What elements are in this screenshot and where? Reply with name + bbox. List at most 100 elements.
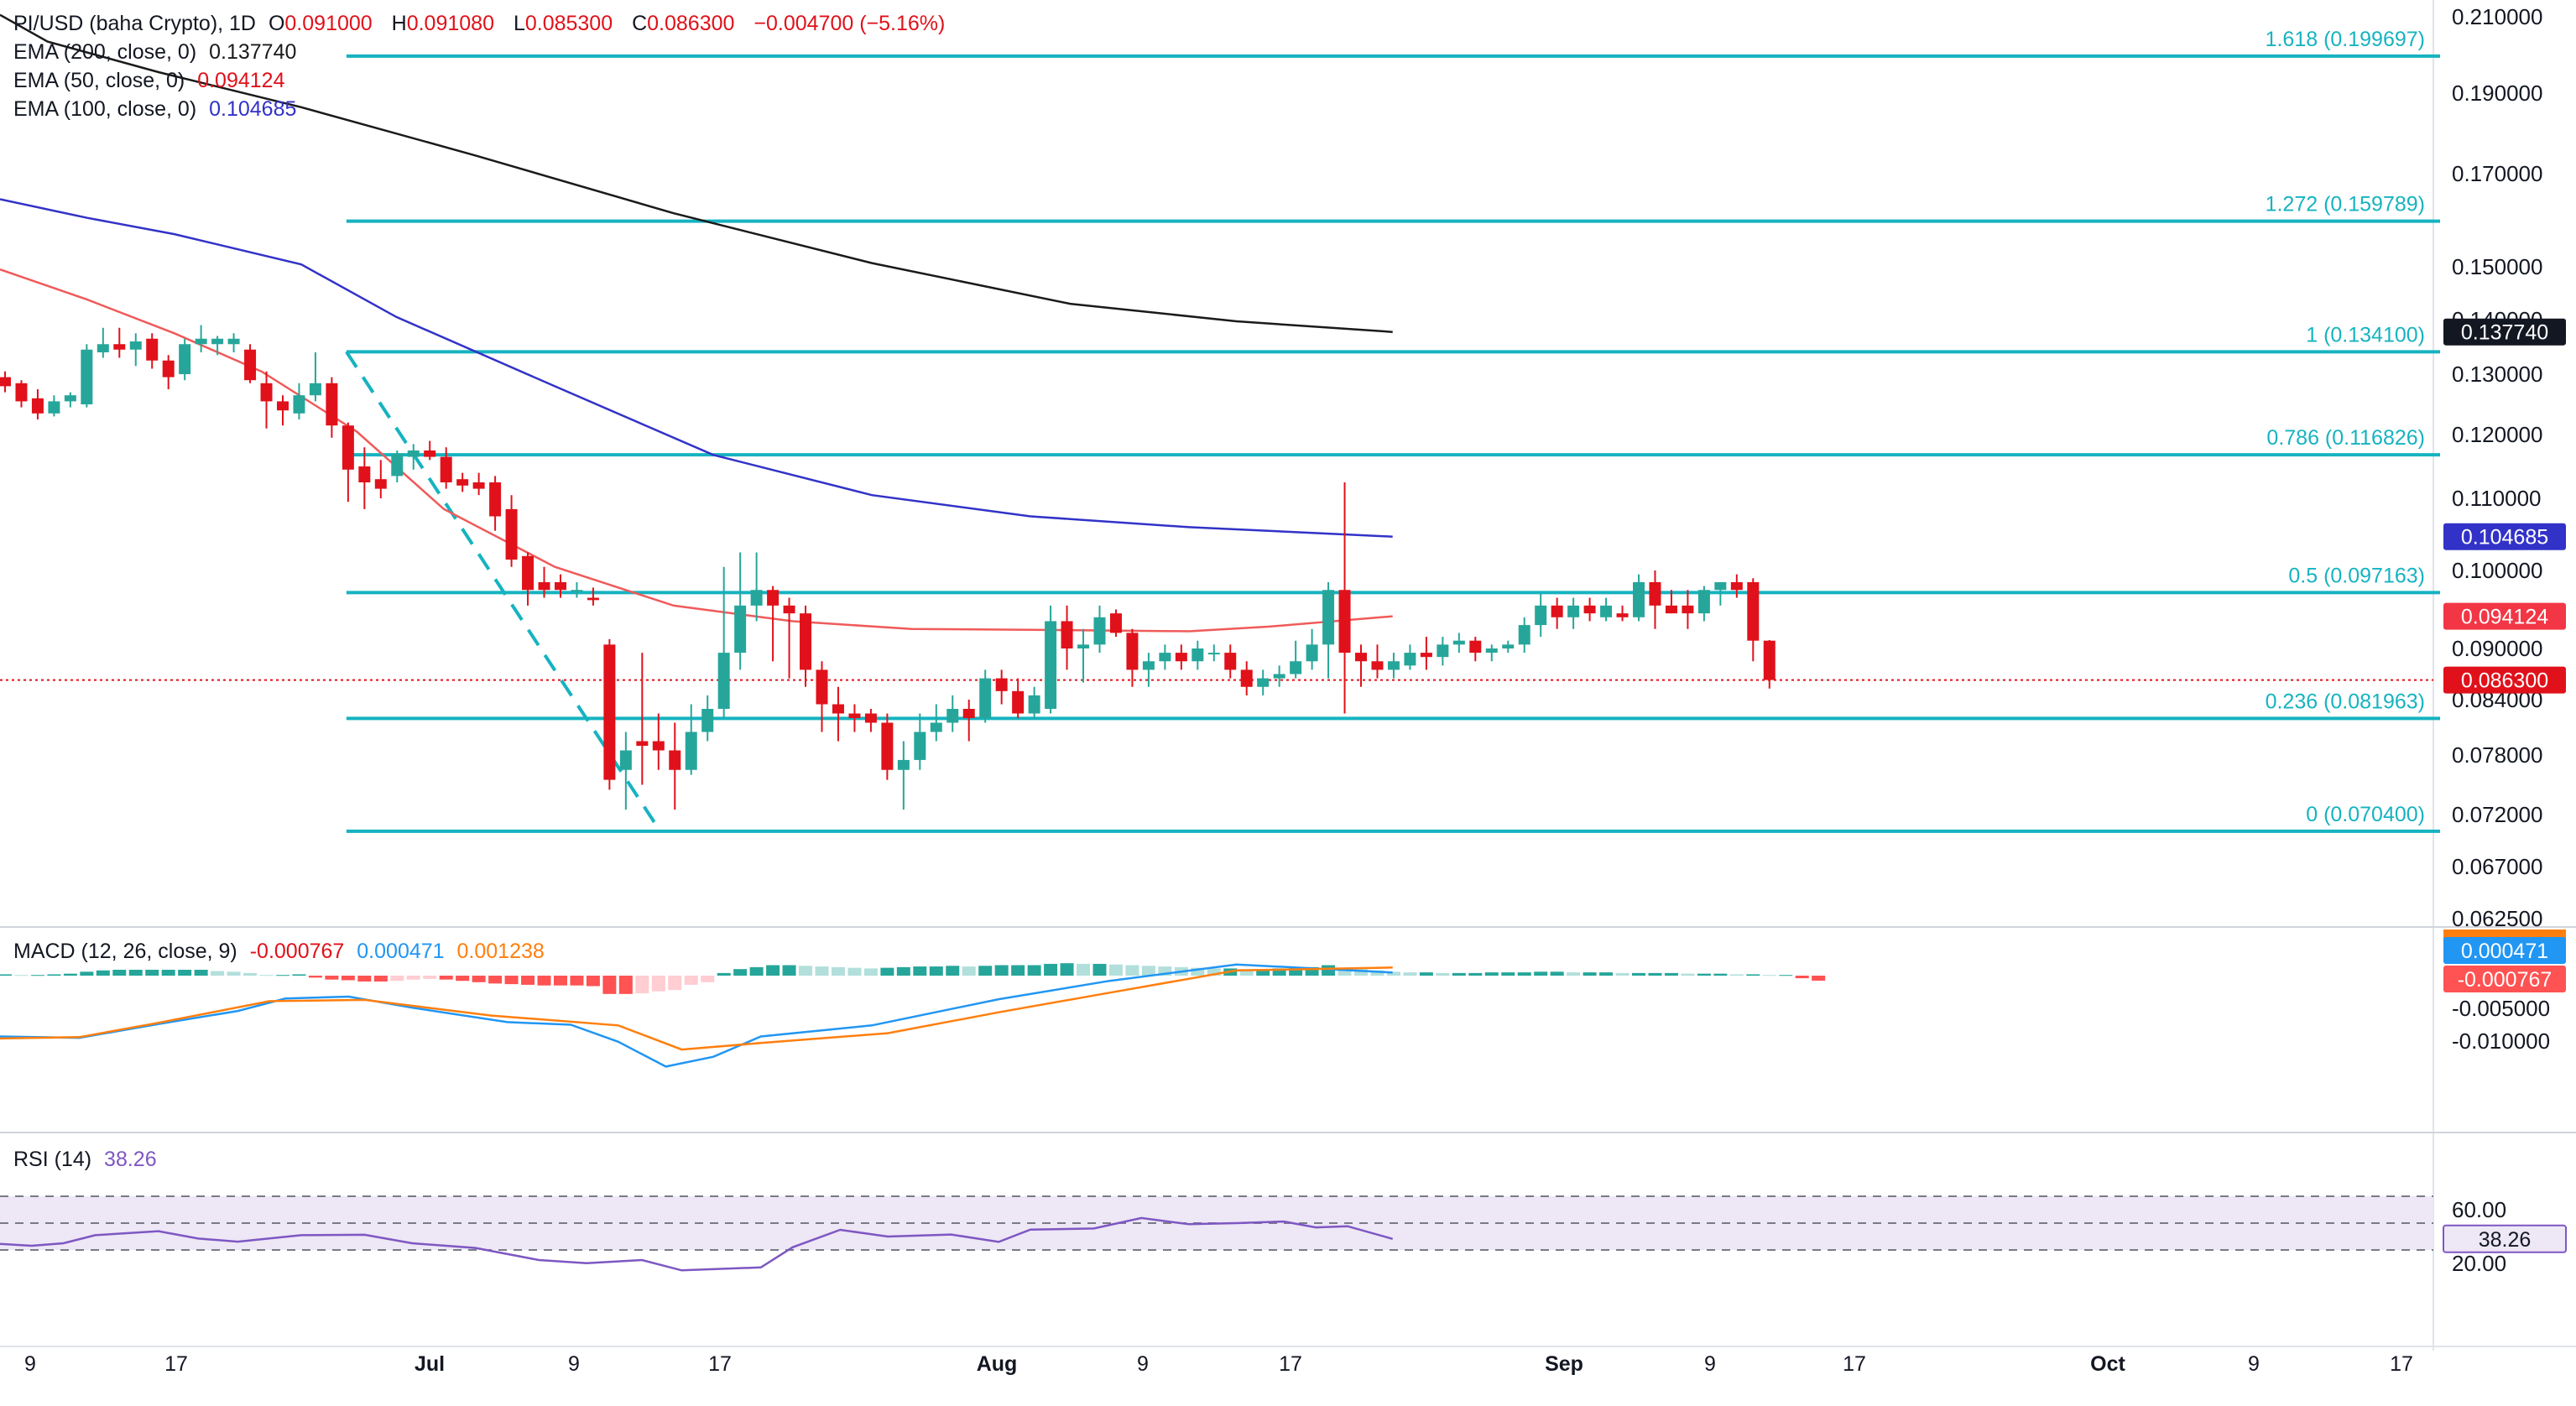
time-tick-label: Jul bbox=[415, 1352, 445, 1376]
macd-histogram-bar bbox=[684, 976, 698, 985]
candle-body bbox=[1012, 690, 1025, 714]
macd-histogram-bar bbox=[1664, 972, 1678, 976]
candle-body bbox=[1142, 661, 1155, 670]
rsi-value: 38.26 bbox=[104, 1148, 157, 1171]
fib-level-label: 0.5 (0.097163) bbox=[2288, 564, 2425, 587]
candle-body bbox=[374, 479, 387, 489]
candle-body bbox=[554, 581, 566, 591]
macd-histogram-bar bbox=[1141, 966, 1155, 976]
candle-body bbox=[1290, 661, 1302, 674]
rsi-legend[interactable]: RSI (14) 38.26 bbox=[13, 1148, 164, 1172]
macd-histogram-bar bbox=[292, 974, 306, 976]
candle-body bbox=[1633, 581, 1645, 617]
macd-histogram-bar bbox=[978, 966, 993, 976]
candle-body bbox=[326, 383, 338, 426]
candle-body bbox=[260, 383, 273, 402]
macd-histogram-bar bbox=[1567, 972, 1581, 976]
candle-body bbox=[734, 605, 747, 654]
candle-body bbox=[342, 425, 354, 470]
macd-histogram-bar bbox=[1272, 968, 1286, 976]
macd-histogram-bar bbox=[439, 976, 453, 980]
macd-histogram-bar bbox=[1615, 972, 1630, 976]
price-tick-label: 0.067000 bbox=[2452, 854, 2542, 879]
candle-body bbox=[587, 597, 599, 601]
macd-histogram-bar bbox=[211, 971, 225, 976]
ema50-legend[interactable]: EMA (50, close, 0) 0.094124 bbox=[13, 69, 291, 93]
rsi-badge-bg bbox=[2443, 1224, 2567, 1253]
close-value: C0.086300 bbox=[632, 12, 735, 35]
candle-body bbox=[669, 750, 681, 770]
candle-body bbox=[358, 466, 371, 482]
fib-level-label: 1 (0.134100) bbox=[2306, 323, 2425, 346]
candle-body bbox=[1387, 661, 1400, 670]
candle-body bbox=[472, 482, 485, 489]
macd-histogram-bar bbox=[1354, 969, 1369, 976]
macd-histogram-bar bbox=[815, 966, 829, 976]
price-tick-label: 0.150000 bbox=[2452, 254, 2542, 279]
macd-line-badge-bg bbox=[2443, 937, 2566, 964]
candle-body bbox=[309, 383, 321, 396]
candle-body bbox=[424, 450, 436, 457]
candle-body bbox=[1159, 653, 1171, 662]
macd-histogram-bar bbox=[799, 966, 813, 976]
macd-histogram-bar bbox=[488, 976, 503, 984]
price-tick-label: 0.190000 bbox=[2452, 81, 2542, 106]
candle-body bbox=[1077, 644, 1090, 648]
candle-body bbox=[1485, 648, 1498, 654]
candle-body bbox=[717, 653, 730, 709]
ema200-label: EMA (200, close, 0) bbox=[13, 40, 197, 64]
macd-histogram-bar bbox=[406, 976, 420, 980]
rsi-tick-label: 20.00 bbox=[2452, 1251, 2506, 1276]
candle-body bbox=[1583, 605, 1596, 614]
macd-histogram-bar bbox=[766, 965, 780, 976]
candle-body bbox=[1028, 695, 1040, 714]
change-value: −0.004700 (−5.16%) bbox=[754, 12, 946, 35]
time-tick-label: 9 bbox=[1137, 1352, 1149, 1376]
time-tick-label: 17 bbox=[1843, 1352, 1866, 1376]
candle-body bbox=[619, 750, 632, 770]
macd-hist-badge-bg bbox=[2443, 966, 2566, 992]
candle-body bbox=[832, 704, 844, 714]
macd-histogram-bar bbox=[1060, 963, 1074, 976]
macd-histogram-bar bbox=[308, 976, 322, 978]
macd-histogram-bar bbox=[701, 976, 715, 982]
ema200-line bbox=[0, 13, 1393, 333]
candle-body bbox=[1697, 590, 1710, 614]
candle-body bbox=[1714, 581, 1727, 591]
candle-body bbox=[1306, 644, 1318, 662]
ema100-legend[interactable]: EMA (100, close, 0) 0.104685 bbox=[13, 97, 303, 122]
candle-body bbox=[1730, 581, 1743, 591]
macd-histogram-bar bbox=[1305, 966, 1319, 976]
macd-histogram-bar bbox=[1812, 976, 1826, 981]
candle-body bbox=[81, 349, 93, 404]
macd-signal-value: 0.001238 bbox=[456, 940, 545, 963]
macd-histogram-bar bbox=[602, 976, 617, 994]
candle-body bbox=[489, 482, 502, 517]
macd-line-value: 0.000471 bbox=[357, 940, 445, 963]
candle-body bbox=[881, 722, 894, 770]
candle-body bbox=[1257, 678, 1270, 687]
macd-histogram-bar bbox=[1256, 969, 1270, 976]
candle-body bbox=[1371, 661, 1384, 670]
low-value: L0.085300 bbox=[513, 12, 613, 35]
macd-histogram-bar bbox=[1762, 975, 1776, 976]
macd-histogram-bar bbox=[1436, 972, 1450, 976]
candle-body bbox=[1061, 621, 1073, 648]
candle-body bbox=[1551, 605, 1563, 617]
candle-body bbox=[407, 450, 420, 457]
macd-histogram-bar bbox=[651, 976, 665, 992]
macd-histogram-bar bbox=[259, 975, 274, 976]
macd-histogram-bar bbox=[994, 965, 1009, 976]
macd-histogram-bar bbox=[161, 969, 175, 976]
ema200-value: 0.137740 bbox=[209, 40, 297, 64]
macd-legend[interactable]: MACD (12, 26, close, 9) -0.000767 0.0004… bbox=[13, 940, 551, 964]
ema200-legend[interactable]: EMA (200, close, 0) 0.137740 bbox=[13, 40, 303, 65]
candle-body bbox=[995, 678, 1008, 691]
time-tick-label: 17 bbox=[164, 1352, 188, 1376]
candle-body bbox=[1567, 605, 1580, 617]
candle-body bbox=[391, 453, 404, 476]
candle-body bbox=[538, 581, 550, 591]
candle-body bbox=[1273, 674, 1285, 679]
